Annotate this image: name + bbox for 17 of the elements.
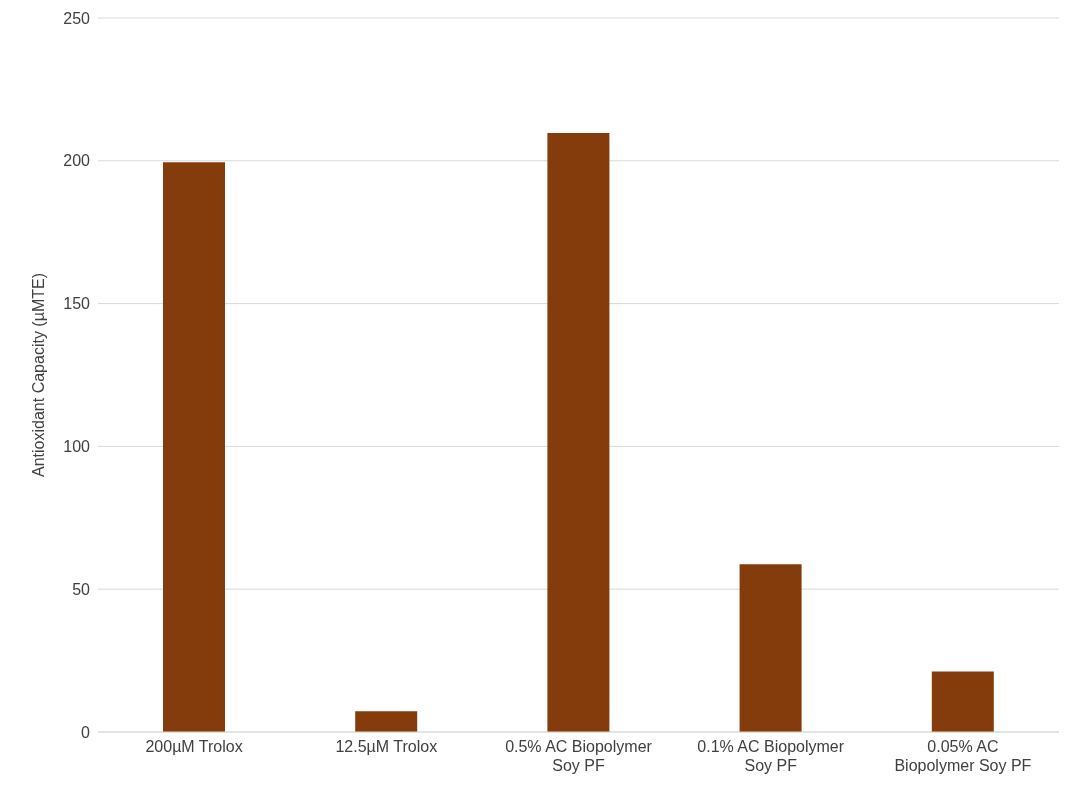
y-tick-label: 0 xyxy=(81,723,91,741)
bar xyxy=(547,133,610,732)
y-axis-title: Antioxidant Capacity (µMTE) xyxy=(29,273,47,477)
x-tick-label: 12.5µM Trolox xyxy=(335,738,438,755)
bar xyxy=(355,711,418,732)
x-tick-label: 0.1% AC Biopolymer Soy PF xyxy=(697,738,845,774)
x-tick-label: 200µM Trolox xyxy=(145,738,243,755)
y-tick-label: 50 xyxy=(72,580,91,598)
x-tick-label: 0.05% AC Biopolymer Soy PF xyxy=(894,738,1032,774)
y-tick-label: 250 xyxy=(63,9,91,27)
bar xyxy=(739,564,802,732)
y-tick-label: 150 xyxy=(63,295,91,313)
y-tick-label: 100 xyxy=(63,438,91,456)
bar xyxy=(163,162,225,732)
y-tick-label: 200 xyxy=(63,152,91,170)
bar xyxy=(931,671,994,732)
x-tick-label: 0.5% AC Biopolymer Soy PF xyxy=(505,738,653,774)
